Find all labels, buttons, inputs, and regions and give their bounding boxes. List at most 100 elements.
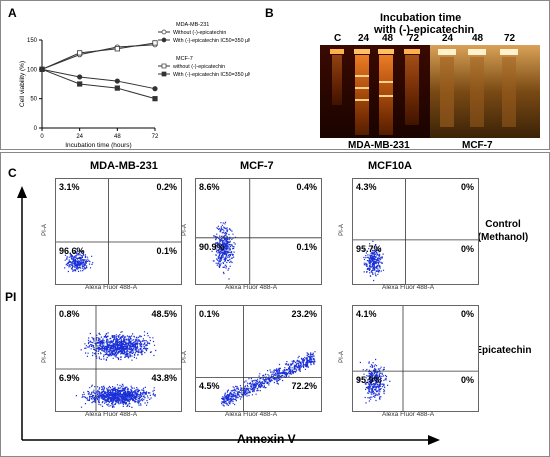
chart-a-legend-entry: With (-)-epicatechin IC50=350 µM [173, 38, 250, 44]
chart-a-point [152, 96, 158, 102]
chart-a-xtick-label: 72 [152, 134, 159, 140]
chart-a-point [114, 46, 120, 52]
quadrant-q1-value: 4.3% [356, 182, 377, 192]
chart-a-series-line [41, 42, 156, 70]
plot-ylabel: PI-A [338, 223, 345, 236]
flow-dots [363, 240, 385, 282]
flow-scatter [353, 179, 478, 284]
quadrant-q4-value: 0% [460, 375, 474, 386]
plot-xlabel: Alexa Fluor 488-A [382, 411, 435, 418]
flow-dots [211, 221, 237, 280]
chart-a-legend-entry: Without (-)-epicatechin [173, 30, 226, 36]
chart-a-legend-marker [161, 29, 167, 35]
chart-a-legend-group-title: MCF-7 [176, 56, 193, 62]
gel-lane-label: 48 [382, 33, 394, 44]
plot-ylabel: PI-A [41, 350, 48, 363]
gel-lane-label: 48 [472, 33, 484, 44]
chart-a-legend-marker [161, 37, 167, 43]
gel-title-line2: with (-)-epicatechin [374, 24, 475, 36]
plot-ylabel: PI-A [338, 350, 345, 363]
pi-annexin-axes [17, 186, 440, 445]
quadrant-q2-value: 0.4% [296, 182, 317, 192]
y-axis-pi-label: PI [5, 290, 17, 304]
flow-dots [64, 248, 94, 273]
chart-a-xlabel: Incubation time (hours) [65, 142, 131, 149]
plot-ylabel: PI-A [181, 223, 188, 236]
gel-title-line1: Incubation time [380, 12, 462, 24]
row-label-control-line2: (Methanol) [477, 232, 529, 243]
chart-a-xtick-label: 24 [76, 134, 83, 140]
chart-a-ylabel: Cell viability (%) [19, 61, 26, 107]
quadrant-q4-value: 43.8% [151, 373, 177, 383]
gel-lane-label: 72 [408, 33, 420, 44]
gel-lane-label: 24 [358, 33, 370, 44]
chart-a-series-line [41, 68, 156, 100]
quadrant-q2-value: 48.5% [151, 309, 177, 319]
quadrant-q3-value: 95.7% [356, 243, 382, 254]
chart-a-point [152, 40, 158, 46]
quadrant-q3-value: 4.5% [199, 381, 220, 392]
chart-a-ytick-label: 50 [30, 97, 37, 103]
chart-a-point [114, 78, 120, 84]
flow-scatter [56, 179, 181, 284]
flow-cytometry-plot: 4.1% 0% 95.9% 0% [352, 305, 479, 412]
panel-a-label: A [8, 6, 17, 20]
col-header-mcf10a: MCF10A [368, 160, 413, 172]
flow-cytometry-plot: 8.6% 0.4% 90.9% 0.1% [195, 178, 322, 285]
plot-xlabel: Alexa Fluor 488-A [382, 284, 435, 291]
plot-xlabel: Alexa Fluor 488-A [85, 284, 138, 291]
chart-a-point [77, 81, 83, 87]
quadrant-q3-value: 95.9% [356, 375, 382, 386]
quadrant-q2-value: 23.2% [291, 309, 317, 319]
flow-scatter [196, 306, 321, 411]
row-label-control: Control (Methanol) [468, 218, 538, 244]
panel-a-line-chart: 0 50 100 150 0 24 48 72 Incubation time (hours) C… [19, 22, 250, 149]
quadrant-q1-value: 4.1% [356, 309, 377, 319]
x-axis-annexin-label: Annexin V [237, 432, 296, 446]
panel-c-label: C [8, 166, 17, 180]
col-header-mcf7: MCF-7 [240, 160, 274, 172]
quadrant-q4-value: 0.1% [296, 241, 317, 252]
plot-xlabel: Alexa Fluor 488-A [225, 411, 278, 418]
quadrant-q4-value: 0.1% [156, 246, 177, 256]
flow-cytometry-plot: 0.8% 48.5% 6.9% 43.8% [55, 305, 182, 412]
chart-a-ytick-label: 100 [27, 67, 38, 73]
chart-a-legend-entry: without (-)-epicatechin [173, 64, 225, 70]
chart-a-point [77, 50, 83, 56]
quadrant-q1-value: 0.8% [59, 309, 80, 319]
quadrant-q4-value: 72.2% [291, 381, 317, 392]
chart-a-series-line [41, 44, 156, 70]
quadrant-q4-value: 0% [460, 243, 474, 254]
chart-a-xtick-label: 0 [40, 134, 44, 140]
gel-lane-label: 72 [504, 33, 516, 44]
plot-ylabel: PI-A [181, 350, 188, 363]
chart-a-xtick-label: 48 [114, 134, 121, 140]
quadrant-q3-value: 96.6% [59, 246, 85, 256]
chart-a-legend-group-title: MDA-MB-231 [176, 22, 209, 28]
flow-cytometry-plot: 0.1% 23.2% 4.5% 72.2% [195, 305, 322, 412]
plot-ylabel: PI-A [41, 223, 48, 236]
row-label-control-line1: Control [485, 219, 521, 230]
panel-b-label: B [265, 6, 274, 20]
quadrant-q1-value: 3.1% [59, 182, 80, 192]
chart-a-point [114, 85, 120, 91]
chart-a-legend-entry: With (-)-epicatechin IC50=350 µM [173, 72, 250, 78]
flow-dots [221, 351, 316, 407]
flow-dots [358, 358, 391, 404]
gel-lane-label: C [334, 33, 342, 44]
flow-scatter [56, 306, 181, 411]
flow-scatter [196, 179, 321, 284]
chart-a-point [77, 74, 83, 80]
plot-xlabel: Alexa Fluor 488-A [225, 284, 278, 291]
quadrant-q1-value: 8.6% [199, 182, 220, 192]
plot-xlabel: Alexa Fluor 488-A [85, 411, 138, 418]
flow-dots [75, 331, 157, 408]
quadrant-q3-value: 6.9% [59, 373, 80, 383]
chart-a-legend-marker [161, 63, 167, 69]
chart-a-legend-marker [161, 71, 167, 77]
gel-lane-label: 24 [442, 33, 454, 44]
quadrant-q2-value: 0.2% [156, 182, 177, 192]
chart-a-point [39, 66, 45, 72]
quadrant-q1-value: 0.1% [199, 309, 220, 319]
col-header-mda: MDA-MB-231 [90, 160, 158, 172]
